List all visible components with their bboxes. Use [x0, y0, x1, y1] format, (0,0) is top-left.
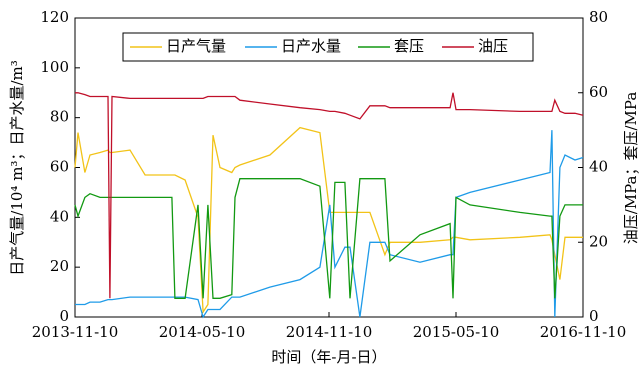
- legend-label: 油压: [478, 37, 508, 55]
- x-tick-label: 2014-11-10: [286, 323, 372, 341]
- y-tick-label: 80: [50, 108, 69, 126]
- y2-axis-label: 油压/MPa；套压/MPa: [622, 92, 640, 245]
- legend-label: 日产气量: [166, 37, 226, 55]
- series-line: [74, 178, 583, 299]
- y-tick-label: 60: [50, 158, 69, 176]
- y-tick-label: 100: [40, 58, 69, 76]
- y2-tick-label: 20: [589, 232, 608, 250]
- series-line: [75, 130, 584, 319]
- y2-tick-label: 0: [589, 307, 599, 325]
- y2-tick-label: 60: [589, 83, 608, 101]
- y-tick-label: 20: [50, 257, 69, 275]
- x-tick-label: 2013-11-10: [32, 323, 118, 341]
- x-tick-label: 2015-05-10: [413, 323, 499, 341]
- y-tick-label: 120: [40, 8, 69, 26]
- x-tick-label: 2014-05-10: [159, 323, 245, 341]
- series-line: [75, 92, 584, 299]
- legend-label: 日产水量: [281, 37, 341, 55]
- x-axis-label: 时间（年-月-日）: [271, 348, 386, 366]
- y-tick-label: 0: [59, 307, 69, 325]
- plot-frame: [74, 17, 584, 318]
- y2-tick-label: 40: [589, 158, 608, 176]
- y2-tick-label: 80: [589, 8, 608, 26]
- y-tick-label: 40: [50, 207, 69, 225]
- legend-label: 套压: [394, 37, 424, 55]
- series-line: [74, 126, 583, 315]
- x-tick-label: 2016-11-10: [540, 323, 626, 341]
- y-axis-label: 日产气量/10⁴ m³；日产水量/m³: [8, 60, 26, 275]
